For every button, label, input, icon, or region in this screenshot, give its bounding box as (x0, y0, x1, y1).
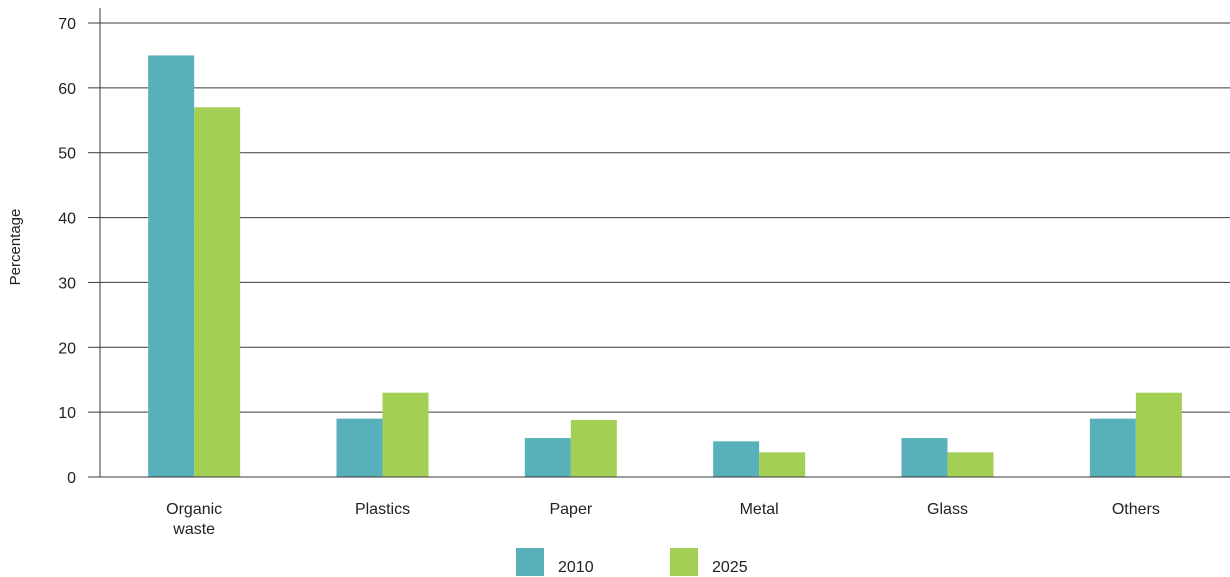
bar-2010-1 (336, 418, 383, 477)
x-tick-label: Others (1112, 501, 1160, 518)
bar-2025-4 (947, 452, 994, 477)
y-tick-label: 60 (58, 81, 76, 98)
axes (88, 8, 1230, 478)
bar-2025-0 (194, 107, 241, 478)
x-tick-label: Plastics (355, 501, 410, 518)
labels: 0 10 20 30 40 50 60 70 Organic waste Plastics Paper… (58, 16, 1160, 538)
bar-2025-3 (759, 452, 806, 477)
bars (148, 55, 1182, 478)
bar-2010-4 (901, 438, 948, 477)
legend-swatch-2025 (670, 548, 698, 576)
bar-2010-2 (524, 438, 571, 477)
bar-2025-1 (382, 392, 429, 477)
gridlines (100, 22, 1230, 413)
y-tick-label: 70 (58, 16, 76, 33)
x-tick-label: Paper (549, 501, 592, 518)
bar-2010-0 (148, 55, 195, 478)
y-tick-label: 30 (58, 275, 76, 292)
x-tick-label: Glass (927, 501, 968, 518)
x-tick-label: waste (172, 521, 215, 538)
y-tick-label: 0 (67, 470, 76, 487)
bar-2025-2 (570, 419, 617, 477)
bar-2010-5 (1089, 418, 1136, 477)
legend-label-2010: 2010 (558, 559, 594, 576)
x-tick-label: Organic (166, 501, 222, 518)
legend-label-2025: 2025 (712, 559, 748, 576)
y-tick-label: 20 (58, 340, 76, 357)
y-axis-title: Percentage (7, 209, 24, 286)
y-tick-label: 10 (58, 405, 76, 422)
bar-2025-5 (1135, 392, 1182, 477)
y-tick-label: 50 (58, 146, 76, 163)
bar-2010-3 (713, 441, 760, 477)
legend-swatch-2010 (516, 548, 544, 576)
y-tick-label: 40 (58, 211, 76, 228)
x-tick-label: Metal (740, 501, 779, 518)
legend: 2010 2025 (516, 548, 748, 576)
